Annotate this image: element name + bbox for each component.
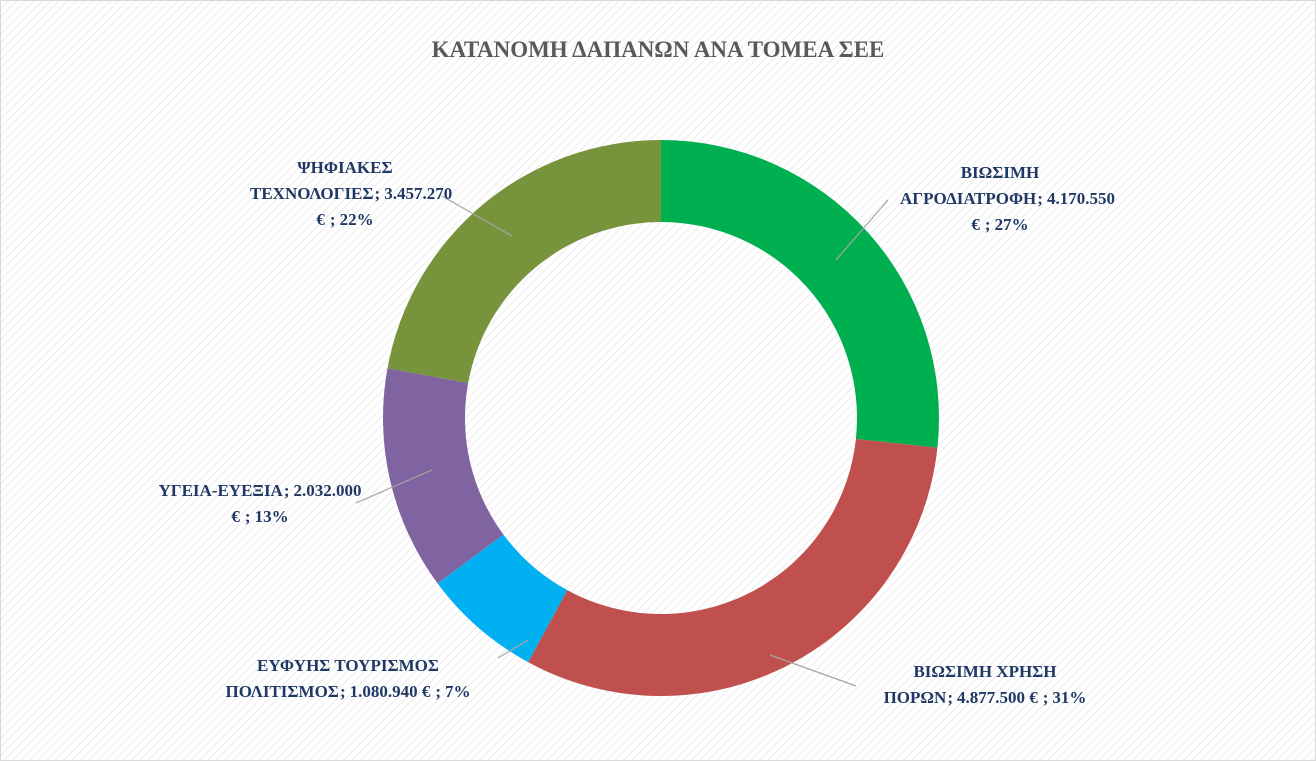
data-label: ΥΓΕΙΑ-ΕΥΕΞΙΑ; 2.032.000 €; 13% — [150, 478, 370, 530]
donut-slice — [528, 438, 938, 696]
donut-slice — [382, 368, 504, 584]
label-percent: 7% — [445, 682, 471, 701]
chart-title: ΚΑΤΑΝΟΜΗ ΔΑΠΑΝΩΝ ΑΝΑ ΤΟΜΕΑ ΣΕΕ — [432, 37, 885, 62]
label-category: ΕΥΦΥΗΣ ΤΟΥΡΙΣΜΟΣ ΠΟΛΙΤΙΣΜΟΣ — [225, 656, 439, 701]
label-value: 4.170.550 € — [971, 189, 1115, 234]
leader-line — [441, 195, 513, 237]
label-percent: 22% — [339, 210, 374, 229]
donut-slice — [387, 140, 661, 383]
label-separator: ; — [244, 507, 251, 526]
data-label: ΨΗΦΙΑΚΕΣ ΤΕΧΝΟΛΟΓΙΕΣ; 3.457.270 €; 22% — [250, 155, 452, 233]
data-label: ΒΙΩΣΙΜΗ ΑΓΡΟΔΙΑΤΡΟΦΗ; 4.170.550 €; 27% — [900, 160, 1115, 238]
label-separator: ; — [329, 210, 336, 229]
label-category: ΨΗΦΙΑΚΕΣ ΤΕΧΝΟΛΟΓΙΕΣ — [250, 158, 393, 203]
label-percent: 13% — [254, 507, 289, 526]
label-category: ΥΓΕΙΑ-ΕΥΕΞΙΑ — [158, 481, 283, 500]
label-separator: ; — [435, 682, 442, 701]
donut-slice — [437, 534, 568, 663]
label-value: 2.032.000 € — [231, 481, 362, 526]
label-value: 1.080.940 € — [349, 682, 431, 701]
label-separator: ; — [947, 688, 953, 707]
label-separator: ; — [339, 682, 346, 701]
label-separator: ; — [1042, 688, 1049, 707]
label-category: ΒΙΩΣΙΜΗ ΑΓΡΟΔΙΑΤΡΟΦΗ — [900, 163, 1040, 208]
donut-slice — [661, 140, 939, 448]
label-separator: ; — [1037, 189, 1043, 208]
leader-line — [835, 199, 889, 261]
leader-line — [497, 639, 529, 659]
label-separator: ; — [283, 481, 290, 500]
label-separator: ; — [984, 215, 991, 234]
label-category: ΒΙΩΣΙΜΗ ΧΡΗΣΗ ΠΟΡΩΝ — [883, 662, 1057, 707]
label-separator: ; — [374, 184, 381, 203]
label-value: 3.457.270 € — [316, 184, 453, 229]
data-label: ΕΥΦΥΗΣ ΤΟΥΡΙΣΜΟΣ ΠΟΛΙΤΙΣΜΟΣ; 1.080.940 €;… — [218, 653, 478, 705]
label-percent: 27% — [994, 215, 1029, 234]
leader-line — [769, 654, 857, 687]
data-label: ΒΙΩΣΙΜΗ ΧΡΗΣΗ ΠΟΡΩΝ; 4.877.500 €; 31% — [855, 659, 1115, 711]
label-value: 4.877.500 € — [956, 688, 1038, 707]
leader-line — [355, 469, 433, 504]
label-percent: 31% — [1052, 688, 1087, 707]
